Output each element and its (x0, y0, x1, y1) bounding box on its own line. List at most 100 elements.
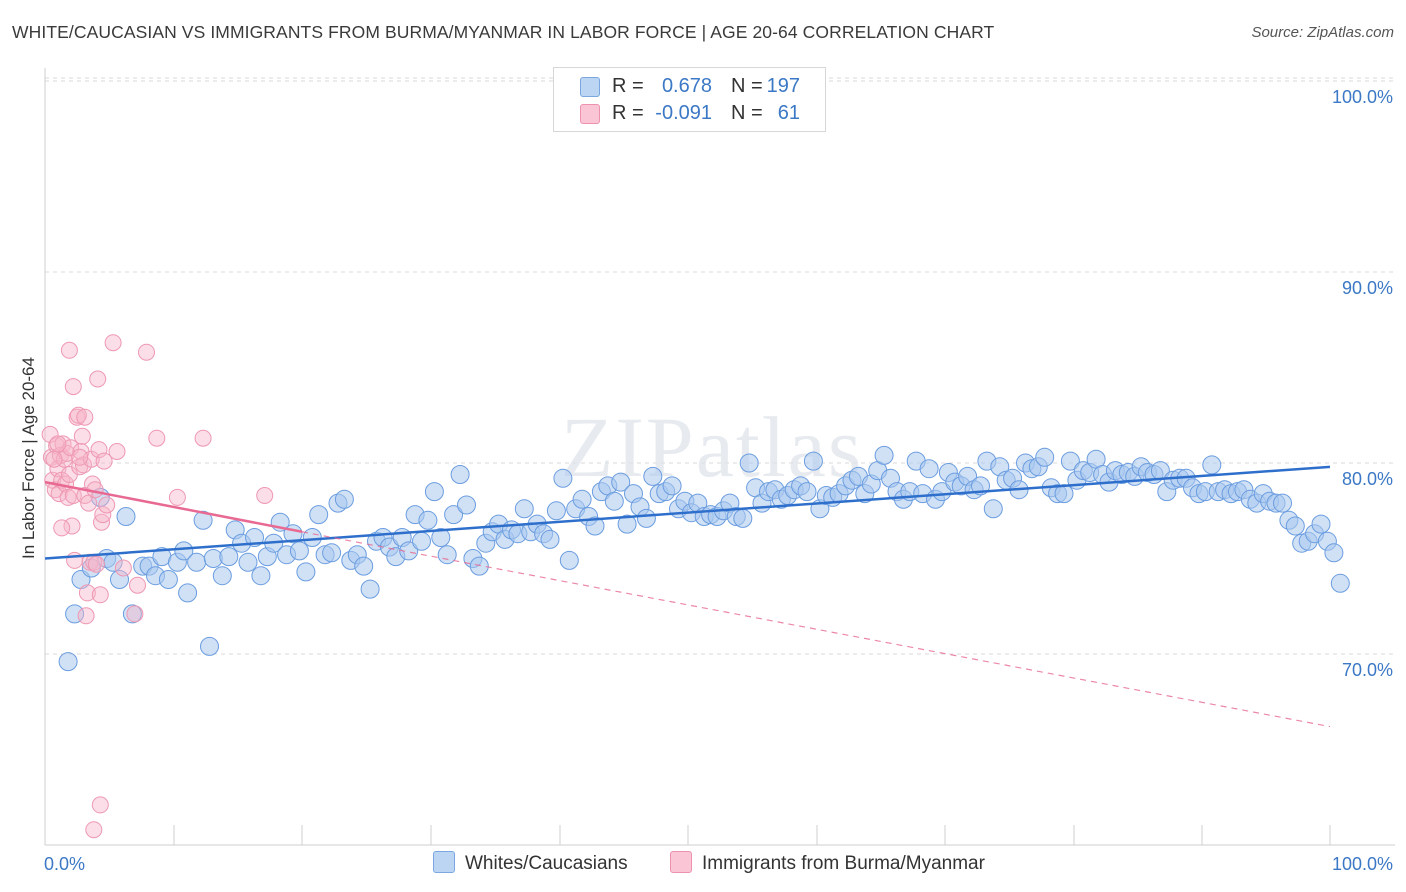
point-burma (60, 341, 78, 359)
x-tick-label: 100.0% (1332, 854, 1393, 874)
point-whites (219, 547, 239, 567)
point-whites (302, 528, 322, 547)
point-whites (174, 541, 194, 561)
r-value: 0.678 (661, 75, 712, 97)
r-value: -0.091 (655, 102, 712, 124)
point-whites (309, 505, 329, 525)
point-whites (212, 566, 232, 586)
n-value: 61 (777, 102, 800, 124)
legend-swatch-blue (580, 77, 600, 97)
legend-row-whites: R = 0.678 N = 197 (554, 73, 825, 101)
point-whites (983, 499, 1003, 519)
chart-title: WHITE/CAUCASIAN VS IMMIGRANTS FROM BURMA… (12, 22, 995, 42)
point-whites (457, 495, 476, 515)
point-whites (418, 510, 438, 530)
point-whites (559, 550, 579, 570)
point-whites (611, 472, 631, 492)
point-whites (193, 510, 213, 530)
point-whites (354, 556, 374, 576)
legend-item-whites: Whites/Caucasians (433, 851, 628, 875)
point-burma (256, 487, 274, 504)
point-burma (49, 435, 67, 453)
point-whites (636, 508, 656, 528)
point-burma (63, 517, 81, 535)
point-whites (1035, 447, 1055, 467)
point-whites (1311, 514, 1331, 534)
point-burma (71, 448, 89, 466)
point-whites (360, 579, 380, 599)
point-whites (424, 482, 444, 502)
legend-label: Whites/Caucasians (465, 853, 628, 874)
point-whites (200, 636, 219, 656)
point-burma (148, 429, 166, 447)
point-whites (514, 499, 534, 519)
point-burma (73, 427, 91, 445)
point-whites (604, 491, 624, 511)
y-tick-label: 90.0% (1342, 278, 1393, 298)
point-whites (662, 476, 682, 496)
point-whites (919, 459, 939, 479)
point-burma (77, 607, 95, 625)
point-whites (1324, 543, 1344, 563)
point-burma (126, 605, 144, 623)
point-whites (540, 529, 560, 549)
r-label: R = (612, 75, 644, 97)
point-whites (238, 552, 258, 572)
point-whites (1273, 493, 1292, 513)
x-tick-label: 0.0% (44, 854, 85, 874)
point-burma (94, 506, 112, 524)
legend-swatch-blue (433, 851, 455, 873)
point-burma (98, 496, 116, 514)
point-burma (89, 370, 107, 388)
r-label: R = (612, 102, 644, 124)
point-burma (45, 450, 63, 468)
point-burma (91, 796, 109, 814)
point-whites (334, 489, 354, 509)
point-burma (114, 559, 132, 577)
point-whites (296, 562, 316, 582)
legend-swatch-pink (580, 104, 600, 124)
legend-swatch-pink (670, 851, 692, 873)
point-burma (87, 555, 105, 573)
point-whites (158, 570, 178, 589)
point-whites (322, 543, 342, 563)
point-whites (65, 604, 85, 624)
point-whites (399, 541, 419, 561)
point-whites (932, 482, 952, 502)
point-whites (733, 508, 753, 528)
point-burma (78, 584, 96, 602)
y-tick-label: 100.0% (1332, 87, 1393, 107)
point-burma (76, 408, 94, 426)
y-tick-label: 80.0% (1342, 469, 1393, 489)
point-burma (168, 488, 186, 506)
point-burma (138, 343, 155, 361)
n-value: 197 (766, 75, 800, 97)
point-whites (1330, 573, 1350, 593)
legend-label: Immigrants from Burma/Myanmar (702, 853, 985, 874)
x-tick-labels: 0.0% 100.0% (44, 854, 1393, 874)
point-whites (803, 451, 823, 471)
series-whites-points (58, 445, 1350, 672)
point-whites (58, 652, 78, 672)
legend-row-burma: R = -0.091 N = 61 (554, 100, 825, 128)
point-whites (187, 552, 207, 572)
point-whites (431, 528, 451, 547)
y-tick-labels: 70.0% 80.0% 90.0% 100.0% (1332, 87, 1393, 680)
point-whites (178, 583, 198, 603)
point-whites (572, 489, 592, 509)
n-label: N = (731, 102, 763, 124)
legend-item-burma: Immigrants from Burma/Myanmar (670, 851, 985, 875)
y-axis-label: In Labor Force | Age 20-64 (19, 357, 38, 559)
point-whites (412, 531, 431, 551)
point-whites (1285, 516, 1305, 536)
point-burma (108, 443, 126, 460)
point-burma (194, 429, 212, 447)
point-whites (874, 445, 894, 465)
point-whites (585, 516, 605, 536)
point-whites (553, 468, 573, 488)
point-whites (617, 514, 637, 534)
point-burma (104, 334, 122, 352)
point-whites (546, 501, 566, 521)
point-whites (643, 466, 663, 486)
